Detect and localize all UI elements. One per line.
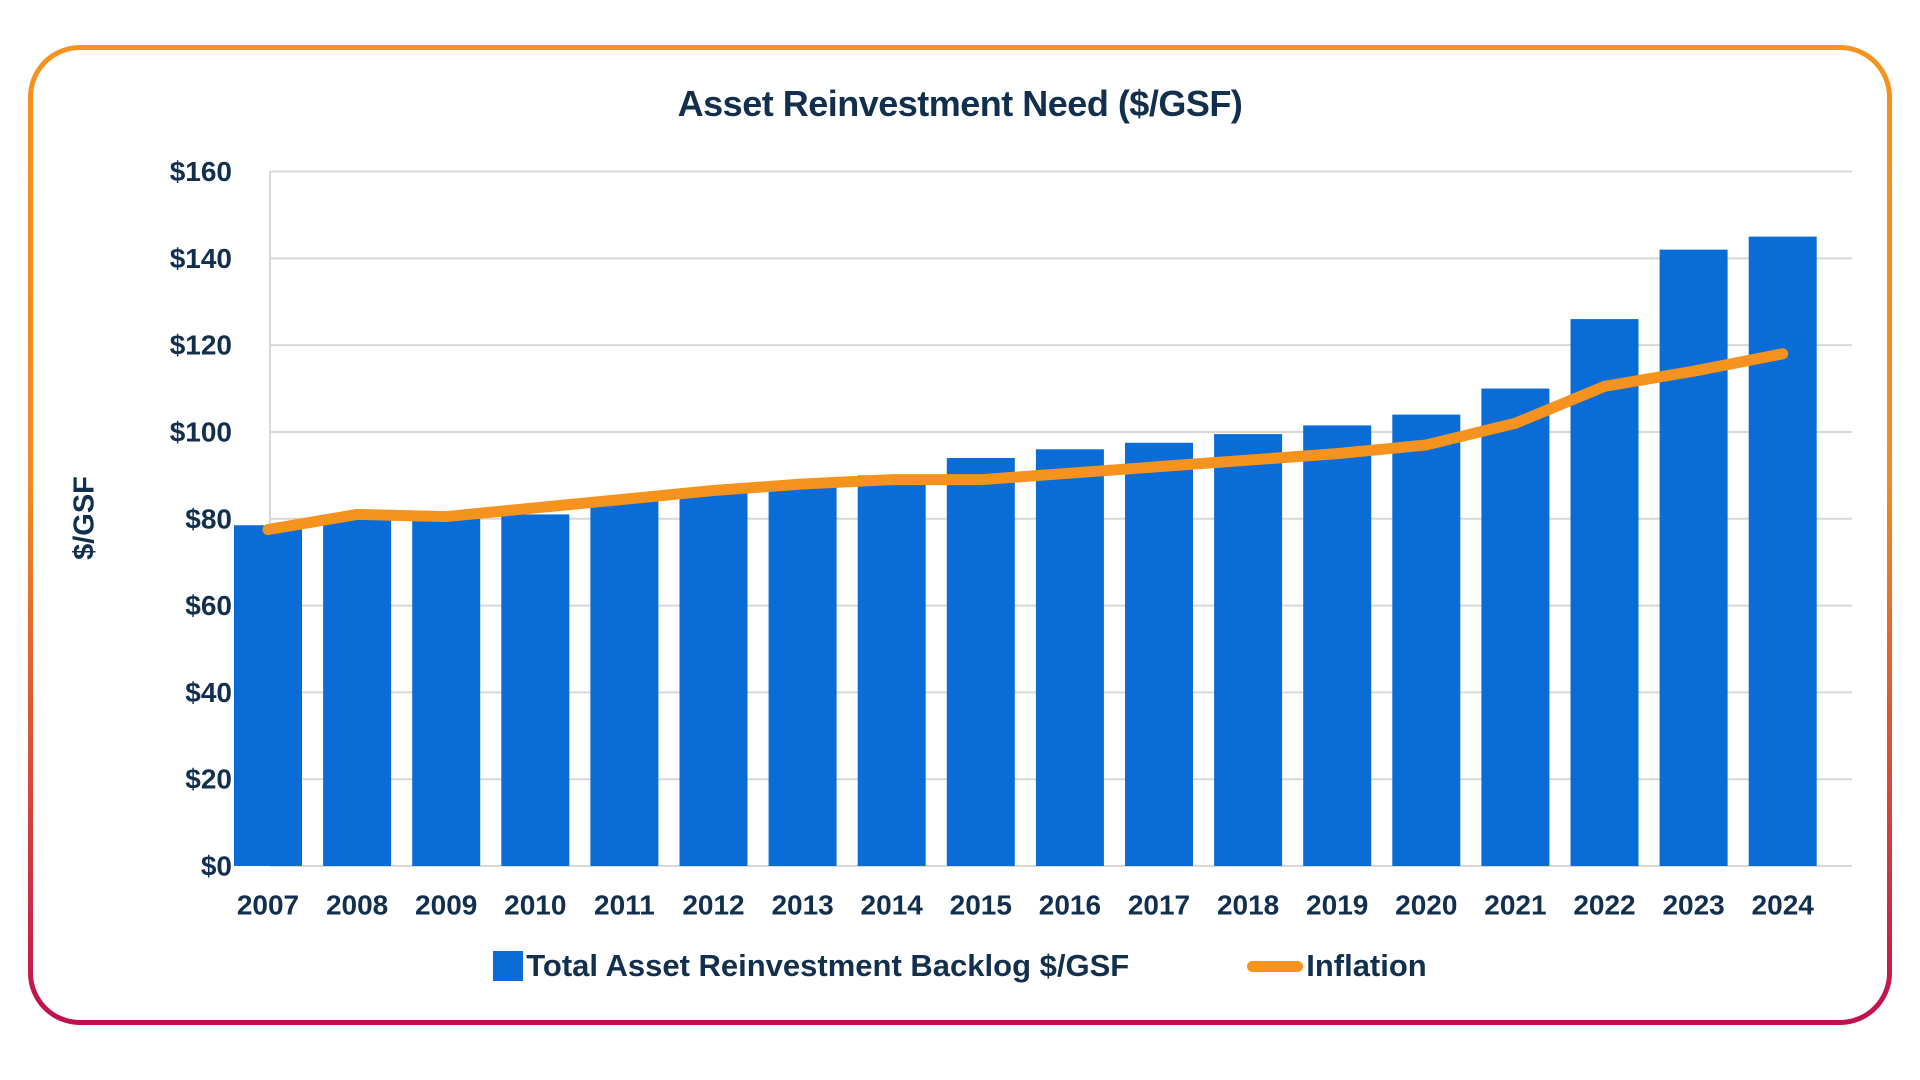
y-tick-label-$120: $120 <box>170 330 232 361</box>
x-tick-label-2019: 2019 <box>1306 890 1368 921</box>
bar-2024 <box>1748 236 1817 866</box>
x-tick-label-2016: 2016 <box>1039 890 1101 921</box>
legend-item-inflation: Inflation <box>1247 948 1427 984</box>
legend-label-inflation: Inflation <box>1306 948 1427 983</box>
x-tick-label-2020: 2020 <box>1395 890 1457 921</box>
bar-2010 <box>501 514 570 866</box>
x-tick-label-2018: 2018 <box>1217 890 1279 921</box>
x-tick-label-2008: 2008 <box>326 890 388 921</box>
legend: Total Asset Reinvestment Backlog $/GSF I… <box>0 948 1920 984</box>
legend-item-backlog: Total Asset Reinvestment Backlog $/GSF <box>493 948 1129 984</box>
y-tick-label-$100: $100 <box>170 416 232 447</box>
bar-2020 <box>1392 414 1461 866</box>
legend-swatch-inflation-icon <box>1247 960 1304 972</box>
x-tick-label-2023: 2023 <box>1662 890 1724 921</box>
bar-2007 <box>234 525 302 866</box>
y-tick-label-$40: $40 <box>185 677 232 708</box>
legend-swatch-backlog-icon <box>493 951 524 981</box>
bar-2018 <box>1214 434 1283 866</box>
bar-2012 <box>679 492 748 866</box>
bar-2015 <box>946 457 1015 866</box>
bar-2019 <box>1303 425 1372 866</box>
y-tick-label-$60: $60 <box>185 590 232 621</box>
legend-label-backlog: Total Asset Reinvestment Backlog $/GSF <box>526 948 1130 983</box>
x-tick-label-2010: 2010 <box>504 890 566 921</box>
bar-2016 <box>1035 449 1104 866</box>
x-tick-label-2012: 2012 <box>682 890 744 921</box>
y-tick-label-$80: $80 <box>185 503 232 534</box>
x-tick-label-2011: 2011 <box>594 890 655 921</box>
x-tick-label-2013: 2013 <box>771 890 833 921</box>
y-tick-label-$140: $140 <box>170 243 232 274</box>
x-tick-label-2015: 2015 <box>950 890 1012 921</box>
bar-2017 <box>1125 442 1193 866</box>
x-tick-label-2014: 2014 <box>861 890 924 921</box>
x-tick-label-2007: 2007 <box>237 890 299 921</box>
bar-2011 <box>590 501 659 866</box>
x-tick-label-2021: 2021 <box>1484 890 1546 921</box>
chart-title: Asset Reinvestment Need ($/GSF) <box>677 83 1243 124</box>
bar-2009 <box>412 518 481 866</box>
y-tick-label-$160: $160 <box>170 156 232 187</box>
y-tick-label-$0: $0 <box>201 851 232 882</box>
y-tick-label-$20: $20 <box>185 764 232 795</box>
x-tick-label-2009: 2009 <box>415 890 477 921</box>
bar-2021 <box>1481 388 1550 866</box>
bar-2014 <box>857 475 926 866</box>
bar-2008 <box>323 518 392 866</box>
bar-2022 <box>1570 319 1639 866</box>
x-tick-label-2024: 2024 <box>1752 890 1815 921</box>
x-tick-label-2022: 2022 <box>1573 890 1635 921</box>
bar-2023 <box>1659 249 1728 867</box>
bar-2013 <box>768 486 837 866</box>
x-tick-label-2017: 2017 <box>1128 890 1190 921</box>
inflation-line <box>262 348 1789 536</box>
